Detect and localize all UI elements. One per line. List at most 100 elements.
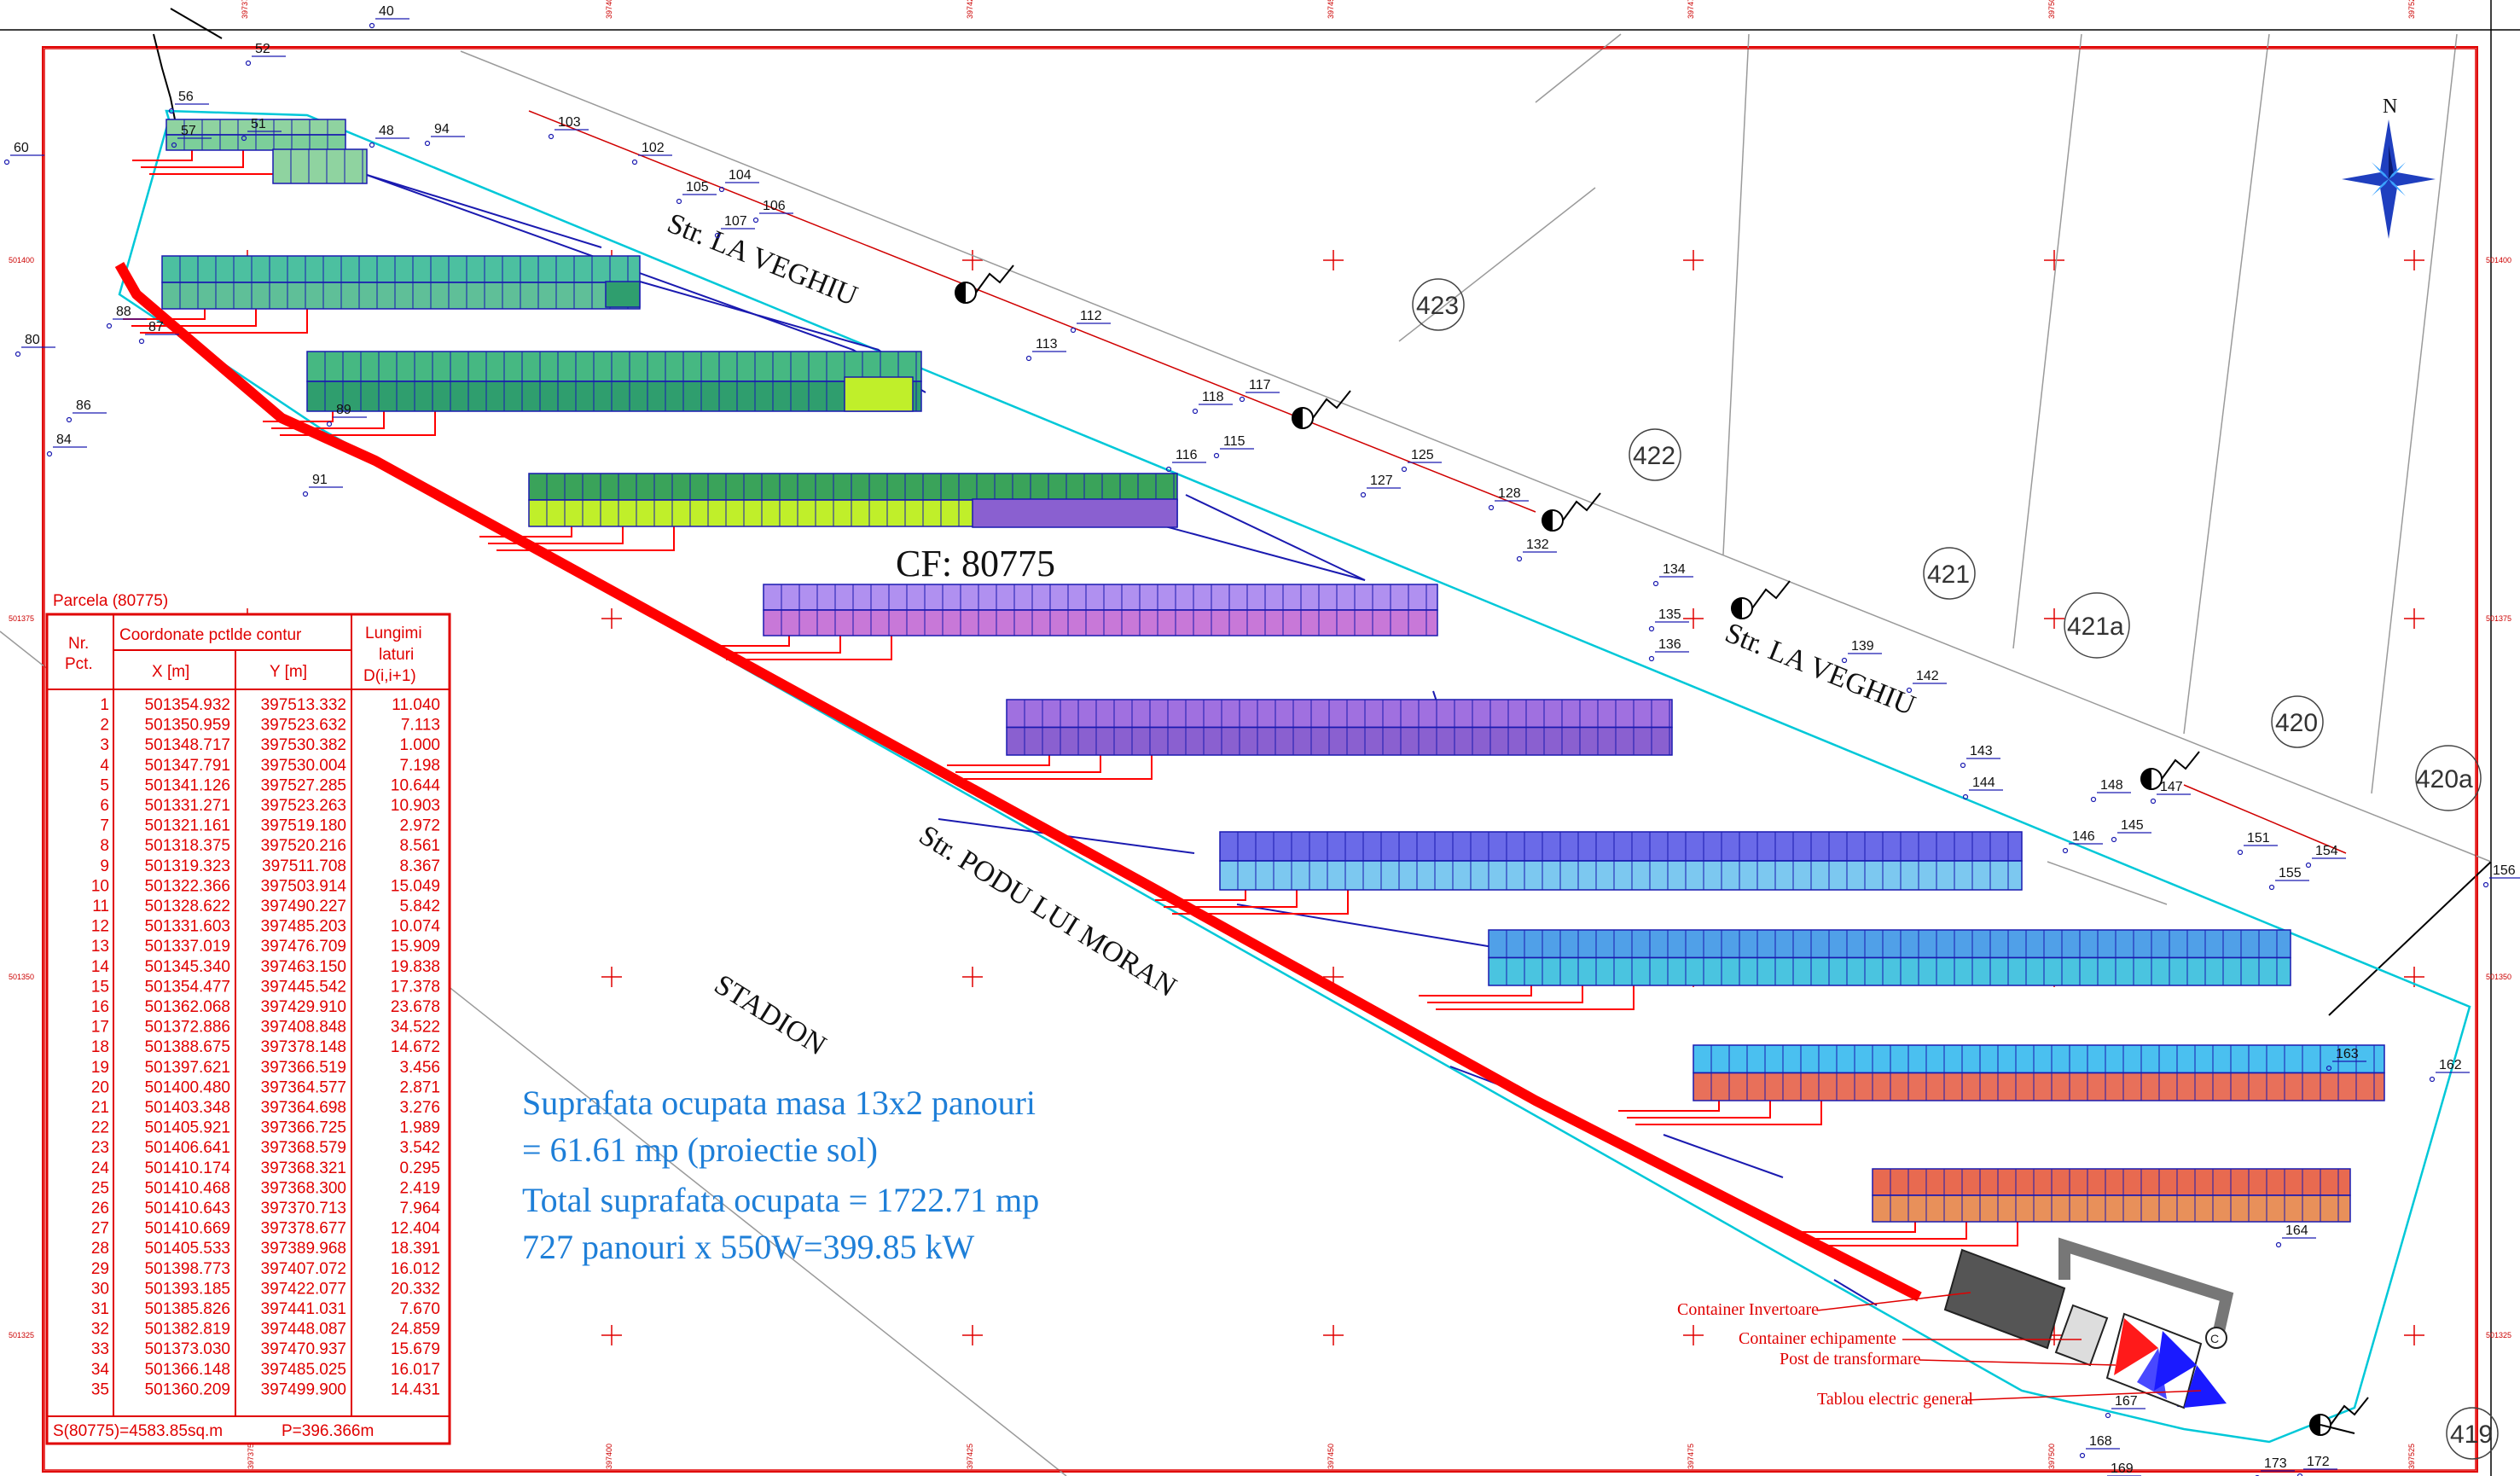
survey-point-label: 172 — [2307, 1455, 2330, 1469]
survey-point-label: 147 — [2160, 780, 2183, 794]
survey-point-label: 103 — [558, 115, 581, 130]
coord-tick-y: 501400 — [2486, 256, 2511, 264]
table-cell: 21 — [91, 1099, 109, 1117]
table-cell: 501360.209 — [145, 1380, 230, 1398]
table-cell: 397490.227 — [261, 898, 346, 915]
table-cell: 501385.826 — [145, 1300, 230, 1318]
table-cell: 501388.675 — [145, 1038, 230, 1056]
coord-tick-y: 501350 — [2486, 973, 2511, 981]
survey-point-label: 162 — [2439, 1058, 2462, 1072]
table-cell: 397499.900 — [261, 1380, 346, 1398]
survey-point: 136 — [1648, 637, 1689, 662]
table-row: 20 501400.480 397364.577 2.871 — [91, 1078, 440, 1096]
panel-arrays — [161, 119, 2385, 1223]
survey-point-label: 57 — [181, 124, 196, 138]
survey-point-label: 115 — [1223, 434, 1245, 449]
table-cell: 15.909 — [391, 938, 440, 956]
panel-row — [1006, 699, 1673, 756]
table-cell: 2 — [100, 717, 109, 735]
survey-point-label: 128 — [1498, 486, 1521, 501]
grid-cross — [2404, 608, 2424, 629]
survey-point-label: 169 — [2111, 1461, 2134, 1476]
table-cell: 501410.468 — [145, 1179, 230, 1197]
panel-row — [272, 148, 368, 184]
table-cell: 397368.579 — [261, 1139, 346, 1157]
survey-point: 112 — [1070, 309, 1111, 334]
survey-point-label: 163 — [2336, 1047, 2359, 1061]
grid-cross — [601, 1325, 622, 1345]
table-cell: 397485.203 — [261, 918, 346, 936]
table-row: 18 501388.675 397378.148 14.672 — [91, 1038, 440, 1056]
table-row: 25 501410.468 397368.300 2.419 — [91, 1179, 440, 1197]
parcel-outline — [118, 109, 2471, 1444]
table-header-nr: Nr. — [68, 635, 89, 653]
equipment-legend: Container Invertoare Container echipamen… — [1677, 1292, 2202, 1409]
table-cell: 23.678 — [391, 998, 440, 1016]
table-row: 21 501403.348 397364.698 3.276 — [91, 1099, 440, 1117]
table-row: 17 501372.886 397408.848 34.522 — [91, 1019, 440, 1037]
table-cell: 501405.533 — [145, 1240, 230, 1258]
table-cell: 14.672 — [391, 1038, 440, 1056]
survey-point: 107 — [714, 214, 755, 239]
survey-point: 134 — [1652, 562, 1693, 587]
coord-tick-y: 501375 — [2486, 614, 2511, 623]
table-cell: 501397.621 — [145, 1059, 230, 1077]
dc-cable — [726, 636, 892, 660]
survey-point: 168 — [2079, 1434, 2120, 1459]
survey-point: 105 — [676, 180, 717, 205]
grid-cross — [2044, 250, 2064, 270]
table-cell: 24 — [91, 1159, 110, 1177]
survey-point: 146 — [2062, 829, 2103, 854]
utility-pole-icon — [955, 264, 1014, 304]
table-row: 31 501385.826 397441.031 7.670 — [91, 1300, 440, 1318]
table-cell: 397523.632 — [261, 717, 346, 735]
table-cell: 5.842 — [399, 898, 440, 915]
legend-tablou-electric: Tablou electric general — [1817, 1390, 1973, 1409]
survey-point: 135 — [1648, 607, 1689, 632]
summary-line: Suprafata ocupata masa 13x2 panouri — [522, 1084, 1036, 1122]
survey-point-label: 94 — [434, 122, 450, 137]
table-cell: 397429.910 — [261, 998, 346, 1016]
table-cell: 12.404 — [391, 1220, 441, 1238]
table-cell: 15 — [91, 978, 109, 996]
survey-point: 103 — [548, 115, 589, 140]
table-cell: 397463.150 — [261, 958, 346, 976]
survey-point: 132 — [1516, 538, 1557, 562]
survey-point: 156 — [2482, 863, 2520, 888]
table-cell: 397368.300 — [261, 1179, 346, 1197]
coord-tick-x: 397500 — [2047, 1444, 2056, 1469]
panel-row — [1488, 929, 2291, 986]
container-echipamente-shape — [2054, 1304, 2109, 1367]
lot-label: 419 — [2450, 1421, 2493, 1449]
survey-point-label: 112 — [1080, 309, 1102, 323]
dc-cable — [1436, 985, 1635, 1010]
survey-point-label: 144 — [1972, 776, 1995, 790]
table-row: 9 501319.323 397511.708 8.367 — [100, 857, 440, 875]
coord-tick-y: 501400 — [9, 256, 34, 264]
coord-ticks-bottom: 397375 397400 397425 397450 397475 39750… — [247, 1444, 2416, 1469]
table-cell: 397527.285 — [261, 776, 346, 794]
dc-cable — [1627, 1101, 1771, 1119]
table-cell: 1.000 — [399, 736, 440, 754]
survey-point: 86 — [66, 398, 107, 423]
survey-point: 139 — [1841, 639, 1882, 664]
table-cell: 397519.180 — [261, 817, 346, 835]
survey-point: 127 — [1360, 474, 1401, 498]
table-row: 29 501398.773 397407.072 16.012 — [91, 1260, 440, 1278]
table-row: 30 501393.185 397422.077 20.332 — [91, 1280, 440, 1298]
table-row: 3 501348.717 397530.382 1.000 — [100, 736, 440, 754]
table-cell: 18.391 — [391, 1240, 440, 1258]
survey-point: 106 — [752, 199, 793, 224]
survey-point: 143 — [1960, 744, 2000, 769]
plan-boundary — [44, 48, 2476, 1471]
table-cell: 501410.174 — [145, 1159, 231, 1177]
survey-point: 155 — [2268, 866, 2309, 891]
summary-line: = 61.61 mp (proiectie sol) — [522, 1130, 878, 1169]
panel-row — [161, 255, 641, 310]
table-cell: 397485.025 — [261, 1361, 346, 1379]
table-cell: 501373.030 — [145, 1340, 230, 1358]
table-cell: 501348.717 — [145, 736, 230, 754]
table-row: 33 501373.030 397470.937 15.679 — [91, 1340, 440, 1358]
lot-label: 420a — [2416, 765, 2473, 793]
